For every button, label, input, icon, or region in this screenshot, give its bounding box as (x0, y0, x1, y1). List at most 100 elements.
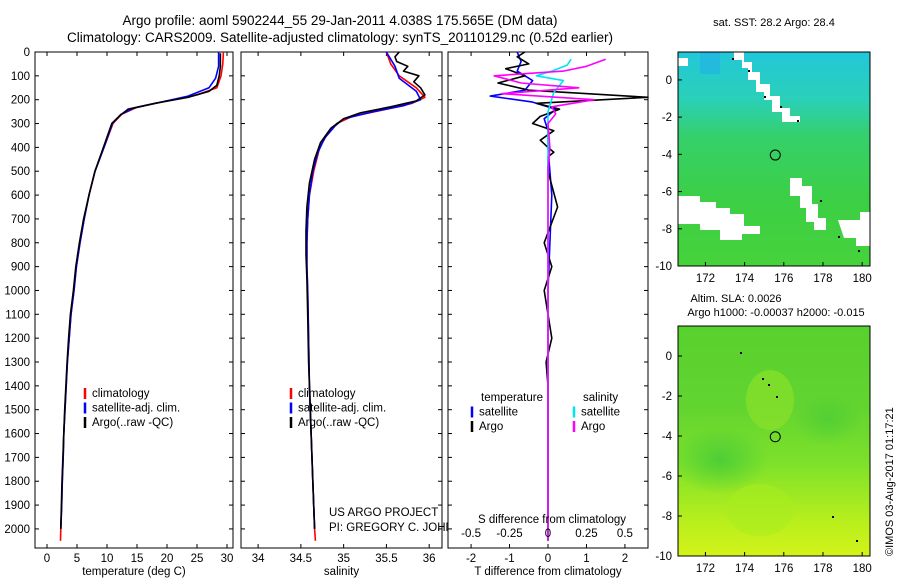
temperature-profile-panel: 0100200300400500600700800900100011001200… (4, 47, 234, 578)
series-line (60, 53, 222, 529)
y-tick-label: 800 (11, 238, 30, 250)
x-tick-label: 2 (622, 553, 628, 565)
y-tick-label: -8 (662, 224, 672, 236)
plot-frame (34, 51, 234, 549)
legend-label: Argo (479, 421, 503, 433)
y-tick-label: 400 (11, 142, 30, 154)
x-tick-label: 34 (252, 553, 265, 565)
series-line (493, 58, 606, 541)
y-tick-label: -8 (662, 511, 672, 523)
y-tick-label: 2000 (4, 524, 30, 536)
x-tick-label: 34.5 (290, 553, 312, 565)
x-axis-label: salinity (324, 566, 359, 578)
y-tick-label: 1100 (5, 309, 30, 321)
y-tick-label: 300 (11, 119, 30, 131)
x-tick-label: 15 (131, 553, 144, 565)
x-tick-label: 176 (774, 563, 793, 575)
y-tick-label: 0 (24, 47, 30, 59)
y-tick-label: 1700 (4, 452, 30, 464)
y-tick-label: 0 (666, 351, 672, 363)
sst-field (678, 52, 870, 266)
plot-frame (240, 51, 443, 549)
sla-map-subtitle: Argo h1000: -0.00037 h2000: -0.015 (687, 307, 864, 319)
x-tick-label: 178 (813, 273, 832, 285)
island-dots (740, 352, 858, 542)
x-tick-label: -1 (504, 553, 514, 565)
y-tick-label: 1900 (4, 500, 30, 512)
x-tick-label: 180 (853, 273, 872, 285)
legend-label: climatology (92, 388, 150, 400)
argo-float-marker (769, 149, 781, 161)
x-tick-label: 35.5 (375, 553, 397, 565)
x-tick-label: 25 (191, 553, 204, 565)
x-tick-label: 36 (423, 553, 436, 565)
x-tick-label: 30 (221, 553, 234, 565)
s-tick-label: 0.5 (617, 528, 633, 540)
s-tick-label: -0.5 (461, 528, 481, 540)
y-tick-label: -2 (662, 391, 672, 403)
chart-title-line2: Climatology: CARS2009. Satellite-adjuste… (66, 30, 614, 45)
y-tick-label: 1200 (4, 333, 30, 345)
x-tick-label: 172 (696, 563, 715, 575)
x-tick-label: 172 (696, 273, 715, 285)
y-tick-label: 100 (11, 71, 30, 83)
cloud-mask (678, 196, 760, 240)
x-tick-label: 5 (74, 553, 80, 565)
y-tick-label: 900 (11, 262, 30, 274)
x-tick-label: 0 (44, 553, 50, 565)
sla-map: Altim. SLA: 0.0026 Argo h1000: -0.00037 … (655, 293, 871, 575)
legend-title: salinity (583, 392, 618, 404)
x-tick-label: 178 (813, 563, 832, 575)
y-tick-label: -10 (655, 551, 672, 563)
island-dots (732, 58, 860, 252)
y-tick-label: -6 (662, 471, 672, 483)
y-tick-label: 1000 (4, 285, 30, 297)
x-axis-label: T difference from climatology (474, 566, 621, 578)
legend-label: satellite-adj. clim. (298, 403, 386, 415)
x-tick-label: 35 (337, 553, 350, 565)
y-tick-label: -2 (662, 112, 672, 124)
series-line (305, 51, 426, 529)
x-tick-label: 10 (101, 553, 114, 565)
difference-profile-panel: -2 -1 0 1 2T difference from climatology temp… (447, 51, 649, 578)
cloud-mask (790, 178, 826, 230)
legend-label: satellite (581, 407, 620, 419)
y-tick-label: -6 (662, 187, 672, 199)
sst-map: sat. SST: 28.2 Argo: 28.4 172 174 176 178 18… (655, 17, 871, 285)
s-tick-label: 0 (545, 528, 551, 540)
legend-label: Argo(..raw -QC) (92, 417, 173, 429)
x-tick-label: 174 (735, 563, 755, 575)
x-tick-label: 0 (545, 553, 551, 565)
x-tick-label: 1 (583, 553, 589, 565)
y-tick-label: -4 (662, 149, 673, 161)
y-tick-label: 600 (11, 190, 30, 202)
y-tick-label: 1500 (4, 405, 30, 417)
y-tick-label: 700 (11, 214, 30, 226)
x-tick-label: 180 (853, 563, 872, 575)
argo-float-marker (769, 431, 781, 443)
s-tick-label: -0.25 (496, 528, 522, 540)
cloud-mask (838, 212, 870, 246)
legend-label: satellite-adj. clim. (92, 403, 180, 415)
y-tick-label: 1600 (4, 429, 30, 441)
y-tick-label: 200 (11, 95, 30, 107)
s-axis-label: S difference from climatology (478, 514, 626, 526)
y-tick-label: -4 (662, 431, 673, 443)
y-tick-label: 500 (11, 166, 30, 178)
legend-label: satellite (479, 407, 518, 419)
y-tick-label: 1300 (4, 357, 30, 369)
chart-title-line1: Argo profile: aoml 5902244_55 29-Jan-201… (122, 13, 558, 28)
legend-label: climatology (298, 388, 356, 400)
x-axis-label: temperature (deg C) (82, 566, 186, 578)
x-tick-label: 174 (735, 273, 755, 285)
y-tick-label: 0 (666, 75, 672, 87)
sla-map-title: Altim. SLA: 0.0026 (690, 293, 781, 305)
legend-title: temperature (481, 392, 543, 404)
y-tick-label: 1400 (4, 381, 30, 393)
s-tick-label: 0.25 (575, 528, 597, 540)
x-tick-label: 176 (774, 273, 793, 285)
cloud-mask (720, 52, 800, 122)
legend-label: Argo(..raw -QC) (298, 417, 379, 429)
salinity-profile-panel: 34 34.5 35 35.5 36 salinity climatology satelli… (240, 51, 479, 578)
